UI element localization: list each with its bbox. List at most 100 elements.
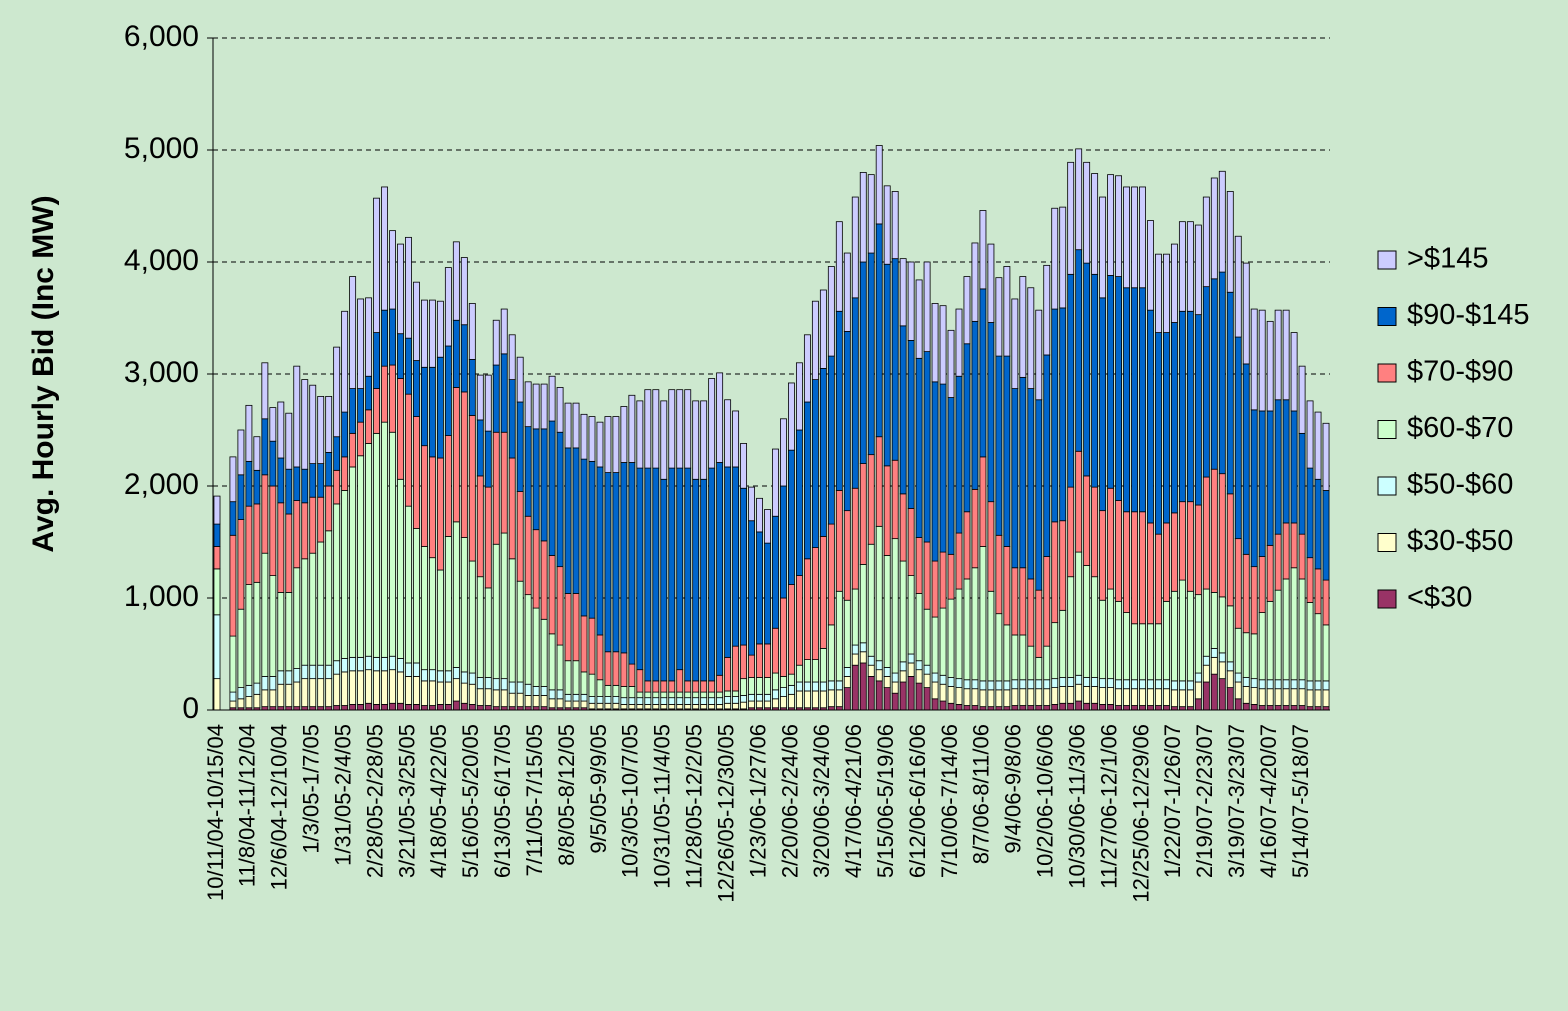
bar-segment [229, 635, 237, 693]
bar-segment [668, 680, 676, 693]
bar-segment [716, 462, 724, 676]
bar-segment [317, 706, 325, 711]
bar-segment [532, 695, 540, 708]
bar-segment [764, 643, 771, 678]
y-tick-label: 6,000 [124, 20, 199, 53]
bar-segment [532, 607, 540, 687]
bar-segment [1322, 689, 1330, 708]
bar-segment [724, 702, 732, 710]
bar-segment [325, 664, 333, 680]
bar-segment [1314, 706, 1322, 711]
bar-segment [795, 575, 803, 666]
bar-segment [317, 395, 325, 464]
bar-segment [684, 697, 692, 705]
legend-label: $70-$90 [1407, 356, 1513, 388]
bar-segment [1266, 705, 1274, 711]
x-tick-label: 2/28/05-2/28/05 [362, 724, 387, 878]
bar-segment [843, 252, 851, 332]
bar-segment [1043, 354, 1051, 557]
bar-segment [1091, 576, 1099, 678]
bar-segment [644, 704, 652, 710]
bar-segment [572, 660, 580, 695]
bar-segment [963, 679, 971, 690]
bar-segment [1051, 521, 1059, 624]
bar-segment [1035, 679, 1043, 690]
bar-segment [428, 705, 436, 711]
bar-segment [524, 426, 532, 517]
bar-segment [843, 599, 851, 668]
bar-segment [1258, 705, 1266, 711]
bar-segment [309, 706, 317, 711]
legend-swatch [1377, 589, 1397, 609]
bar-segment [1043, 679, 1051, 690]
bar-segment [1170, 322, 1178, 514]
bar-segment [1258, 410, 1266, 557]
bar-segment [468, 683, 476, 705]
bar-segment [1123, 679, 1130, 690]
bar-segment [436, 704, 444, 711]
bar-segment [444, 670, 452, 683]
bar-segment [788, 673, 795, 686]
bar-segment [1051, 308, 1059, 523]
bar-segment [835, 689, 843, 708]
y-tick-label: 2,000 [124, 468, 199, 501]
bar-segment [1131, 623, 1138, 681]
bar-segment [1290, 567, 1298, 681]
bar-segment [684, 704, 692, 710]
bar-segment [237, 698, 245, 709]
bar-segment [979, 680, 987, 691]
bar-segment [325, 395, 333, 453]
bar-segment [971, 488, 979, 569]
bar-segment [1035, 688, 1043, 706]
bar-segment [883, 676, 891, 689]
bar-segment [923, 664, 931, 675]
bar-segment [883, 465, 891, 556]
bar-segment [1170, 689, 1178, 708]
bar-segment [1194, 504, 1202, 596]
bar-segment [987, 590, 995, 682]
bar-segment [676, 704, 684, 710]
bar-segment [476, 475, 484, 578]
bar-segment [452, 319, 460, 388]
bar-segment [524, 594, 532, 685]
bar-segment [389, 364, 396, 433]
bar-segment [803, 659, 811, 683]
bar-segment [987, 680, 995, 691]
bar-segment [580, 615, 588, 673]
bar-segment [931, 381, 939, 562]
bar-segment [987, 689, 995, 708]
bar-segment [373, 388, 380, 434]
bar-segment [468, 704, 476, 711]
bar-segment [516, 706, 524, 711]
bar-segment [748, 677, 755, 695]
bar-segment [795, 690, 803, 709]
bar-segment [492, 364, 500, 433]
bar-segment [899, 325, 907, 495]
bar-segment [428, 299, 436, 368]
bar-segment [381, 365, 388, 423]
bar-segment [1306, 557, 1314, 603]
bar-segment [716, 674, 724, 693]
bar-segment [795, 664, 803, 683]
bar-segment [436, 356, 444, 459]
bar-segment [835, 310, 843, 491]
bar-segment [1123, 287, 1130, 513]
bar-segment [995, 355, 1003, 536]
bar-segment [269, 575, 277, 677]
bar-segment [851, 196, 859, 299]
bar-segment [923, 608, 931, 666]
bar-segment [1131, 287, 1138, 513]
bar-segment [468, 672, 476, 685]
bar-segment [325, 678, 333, 708]
bar-segment [365, 297, 373, 377]
bar-segment [811, 659, 819, 683]
bar-segment [1139, 623, 1146, 681]
bar-segment [397, 243, 404, 335]
bar-segment [772, 627, 779, 674]
bar-segment [748, 693, 755, 702]
bar-segment [492, 543, 500, 680]
bar-segment [708, 697, 716, 705]
bar-segment [883, 667, 891, 677]
bar-segment [1266, 410, 1274, 546]
bar-segment [732, 696, 740, 704]
